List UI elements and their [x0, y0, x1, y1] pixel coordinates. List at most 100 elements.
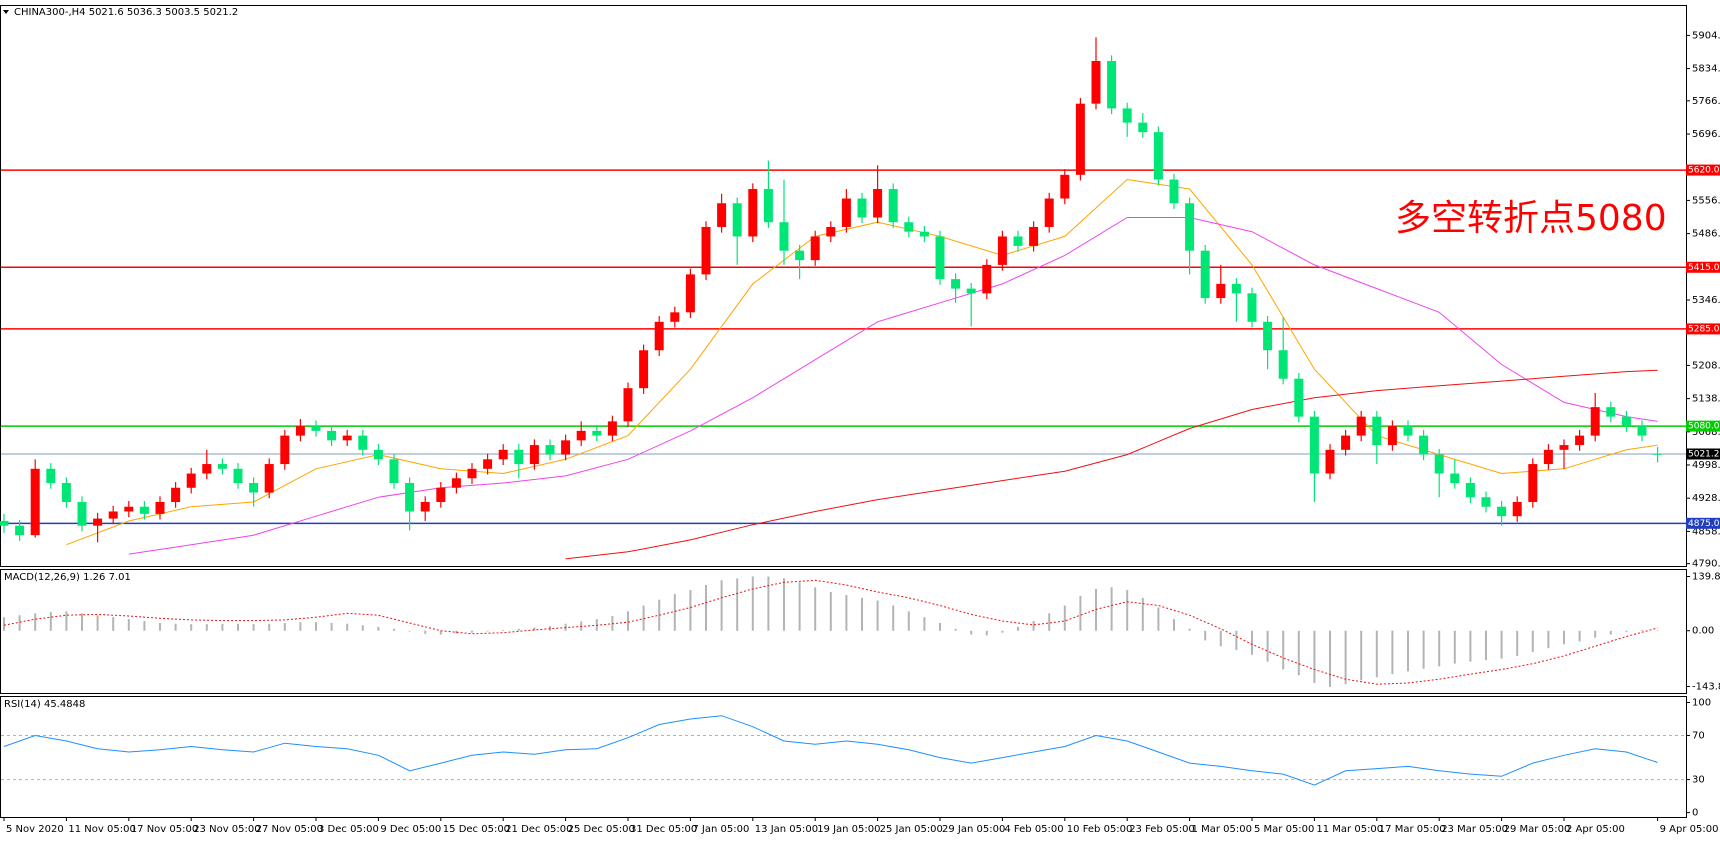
x-tick-label: 5 Mar 05:00 [1254, 824, 1314, 835]
candle-body [904, 222, 914, 232]
y-tick-label: 139.86 [1692, 572, 1720, 583]
candle-body [264, 464, 274, 493]
candle-body [1013, 236, 1023, 246]
x-tick-label: 11 Nov 05:00 [68, 824, 135, 835]
y-tick-label: 5068.0 [1692, 427, 1720, 438]
candle-body [951, 279, 961, 289]
candle-body [311, 426, 321, 431]
x-tick-label: 15 Dec 05:00 [443, 824, 510, 835]
candle-body [1372, 416, 1382, 446]
candle-body [1169, 179, 1179, 204]
moving-average [565, 369, 1658, 560]
candle-body [280, 435, 290, 465]
x-tick-label: 25 Dec 05:00 [568, 824, 635, 835]
candle-body [77, 501, 87, 526]
level-tag-label: 5620.0 [1688, 166, 1720, 176]
x-tick-label: 7 Jan 05:00 [692, 824, 749, 835]
candle-body [124, 506, 134, 512]
x-tick-label: 27 Nov 05:00 [256, 824, 323, 835]
level-tag-label: 5285.0 [1688, 324, 1720, 334]
candle-body [1200, 250, 1210, 299]
y-tick-label: 30 [1692, 775, 1705, 786]
candle-body [202, 464, 212, 474]
candle-body [529, 445, 539, 465]
candle-body [295, 426, 305, 436]
annotation: 多空转折点5080 [1395, 198, 1667, 239]
candle-body [483, 459, 493, 469]
level-tag-label: 4875.0 [1688, 519, 1720, 529]
x-tick-label: 31 Dec 05:00 [630, 824, 697, 835]
candle-body [420, 501, 430, 512]
symbol-title: CHINA300-,H4 5021.6 5036.3 5003.5 5021.2 [14, 7, 238, 18]
candle-body [1481, 497, 1491, 507]
candle-body [857, 198, 867, 218]
candle-body [0, 520, 9, 526]
candle-body [233, 468, 243, 484]
candle-body [1590, 407, 1600, 436]
candle-body [888, 189, 898, 223]
y-tick-label: 70 [1692, 731, 1705, 742]
candle-body [685, 274, 695, 313]
rsi-panel-frame [0, 696, 1687, 818]
candle-body [1387, 426, 1397, 446]
candle-body [1341, 435, 1351, 450]
x-tick-label: 9 Dec 05:00 [380, 824, 441, 835]
candle-body [108, 511, 118, 519]
candle-body [763, 189, 773, 223]
rsi-line [3, 715, 1658, 786]
candle-body [1575, 435, 1585, 446]
level-tag-label: 5021.2 [1688, 450, 1720, 460]
x-tick-label: 17 Mar 05:00 [1379, 824, 1446, 835]
y-tick-label: 5346.0 [1692, 295, 1720, 306]
main-panel-frame [0, 5, 1687, 567]
y-tick-label: 5904.0 [1692, 30, 1720, 41]
candle-body [93, 518, 103, 526]
level-tag [1686, 420, 1720, 432]
candle-body [670, 312, 680, 322]
candle-body [1294, 378, 1304, 417]
candle-body [982, 264, 992, 294]
candle-body [1029, 226, 1039, 246]
y-tick-label: 100 [1692, 698, 1711, 709]
macd-panel-frame [0, 569, 1687, 694]
candle-body [249, 483, 259, 493]
candle-body [639, 350, 649, 389]
candle-body [1247, 293, 1257, 322]
collapse-icon [3, 10, 9, 14]
x-tick-label: 9 Apr 05:00 [1660, 824, 1719, 835]
candle-body [1403, 426, 1413, 436]
candle-body [1543, 449, 1553, 465]
x-tick-label: 21 Dec 05:00 [505, 824, 572, 835]
candle-body [841, 198, 851, 227]
macd-title: MACD(12,26,9) 1.26 7.01 [4, 572, 131, 583]
candle-body [748, 189, 758, 237]
candle-body [1637, 426, 1647, 436]
candle-body [15, 525, 25, 536]
candle-body [1044, 198, 1054, 227]
candle-body [1216, 283, 1226, 299]
candle-body [1138, 122, 1148, 133]
candle-body [717, 203, 727, 227]
candle-body [46, 468, 56, 484]
x-tick-label: 17 Nov 05:00 [131, 824, 198, 835]
candle-body [1231, 283, 1241, 294]
candle-body [576, 430, 586, 441]
candle-body [1434, 454, 1444, 474]
candle-body [1497, 506, 1507, 517]
candle-body [171, 487, 181, 502]
y-tick-label: 4998.0 [1692, 460, 1720, 471]
x-tick-label: 19 Jan 05:00 [817, 824, 880, 835]
candle-body [1075, 103, 1085, 175]
candle-body [1263, 321, 1273, 351]
candle-body [1309, 416, 1319, 474]
candle-body [1153, 132, 1163, 180]
candle-body [966, 288, 976, 294]
candle-body [217, 464, 227, 469]
x-tick-label: 25 Jan 05:00 [880, 824, 943, 835]
level-tag [1686, 448, 1720, 460]
y-tick-label: 5486.0 [1692, 229, 1720, 240]
candle-body [1122, 108, 1132, 123]
candle-body [545, 445, 555, 455]
candle-body [1419, 435, 1429, 455]
